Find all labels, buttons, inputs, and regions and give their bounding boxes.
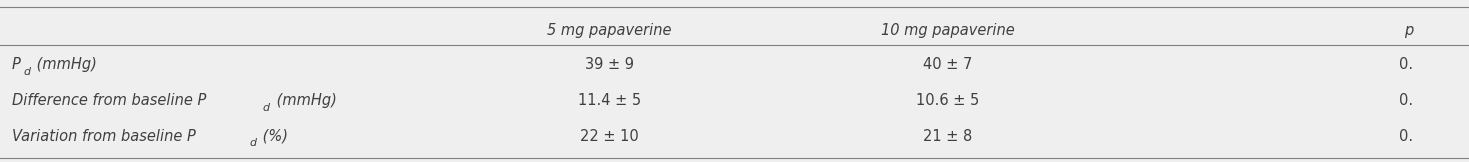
Text: 10 mg papaverine: 10 mg papaverine	[880, 23, 1015, 38]
Text: 22 ± 10: 22 ± 10	[580, 129, 639, 144]
Text: (%): (%)	[259, 129, 288, 144]
Text: Difference from baseline P: Difference from baseline P	[12, 93, 206, 108]
Text: 40 ± 7: 40 ± 7	[923, 57, 972, 72]
Text: 21 ± 8: 21 ± 8	[923, 129, 972, 144]
Text: 0.: 0.	[1398, 129, 1413, 144]
Text: 0.: 0.	[1398, 57, 1413, 72]
Text: 11.4 ± 5: 11.4 ± 5	[579, 93, 640, 108]
Text: 39 ± 9: 39 ± 9	[585, 57, 635, 72]
Text: 0.: 0.	[1398, 93, 1413, 108]
Text: (mmHg): (mmHg)	[32, 57, 97, 72]
Text: 5 mg papaverine: 5 mg papaverine	[548, 23, 671, 38]
Text: p: p	[1404, 23, 1413, 38]
Text: d: d	[24, 67, 31, 77]
Text: d: d	[263, 103, 269, 113]
Text: (mmHg): (mmHg)	[272, 93, 336, 108]
Text: d: d	[250, 138, 256, 148]
Text: 10.6 ± 5: 10.6 ± 5	[915, 93, 980, 108]
Text: P: P	[12, 57, 21, 72]
Text: Variation from baseline P: Variation from baseline P	[12, 129, 195, 144]
